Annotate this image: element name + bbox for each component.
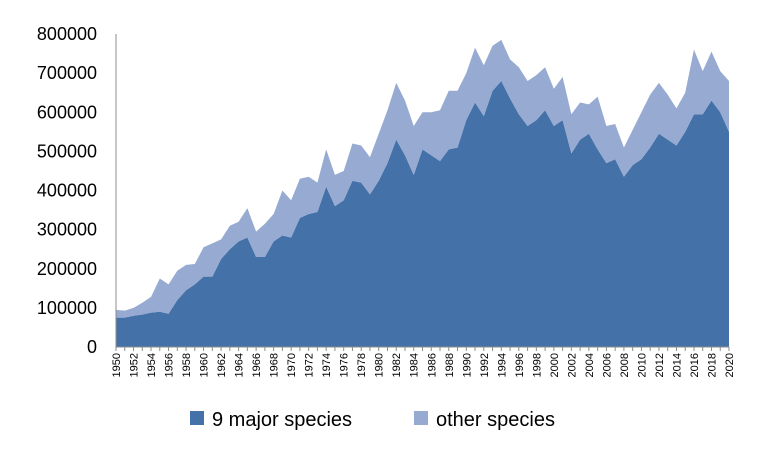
x-tick-label: 1990 [461,353,473,377]
x-tick-label: 1980 [374,353,386,377]
y-tick-label: 300000 [37,220,97,240]
y-tick-label: 600000 [37,102,97,122]
y-tick-label: 200000 [37,259,97,279]
x-tick-label: 1964 [234,353,246,377]
legend-label: other species [436,409,555,431]
x-tick-label: 2000 [549,353,561,377]
x-tick-label: 2014 [671,353,683,377]
x-tick-label: 1996 [514,353,526,377]
x-tick-label: 1960 [199,353,211,377]
legend: 9 major species other species [190,409,555,431]
y-tick-label: 400000 [37,181,97,201]
area-series-1 [116,80,729,347]
x-tick-label: 1994 [496,353,508,377]
x-tick-label: 1972 [304,353,316,377]
area-series-2 [116,39,729,318]
x-tick-label: 1982 [391,353,403,377]
x-tick-label: 1952 [129,353,141,377]
x-tick-label: 1962 [216,353,228,377]
x-tick-label: 1950 [111,353,123,377]
x-tick-label: 1956 [164,353,176,377]
x-tick-label: 2002 [566,353,578,377]
y-tick-label: 800000 [37,24,97,44]
x-tick-label: 1998 [531,353,543,377]
plot-areas [116,39,729,347]
x-tick-label: 1986 [426,353,438,377]
x-tick-label: 1984 [409,353,421,377]
x-tick-label: 1978 [356,353,368,377]
x-tick-label: 1966 [251,353,263,377]
x-tick-label: 2004 [584,353,596,377]
x-tick-label: 1974 [321,353,333,377]
y-tick-label: 0 [87,337,97,357]
x-tick-label: 2012 [654,353,666,377]
y-axis-ticks: 0 100000 200000 300000 400000 500000 600000 700… [37,24,97,357]
x-tick-label: 2016 [689,353,701,377]
x-tick-label: 1988 [444,353,456,377]
y-tick-label: 700000 [37,63,97,83]
x-tick-label: 1968 [269,353,281,377]
x-tick-label: 2020 [724,353,736,377]
x-tick-label: 2010 [636,353,648,377]
legend-swatch [190,411,204,425]
x-tick-label: 1970 [286,353,298,377]
y-tick-label: 500000 [37,141,97,161]
x-tick-label: 2006 [601,353,613,377]
x-tick-label: 1976 [339,353,351,377]
x-tick-label: 1958 [181,353,193,377]
legend-label: 9 major species [212,409,352,431]
y-tick-label: 100000 [37,298,97,318]
x-tick-label: 1954 [146,353,158,377]
legend-swatch [414,411,428,425]
x-tick-label: 2018 [706,353,718,377]
x-tick-label: 2008 [619,353,631,377]
x-tick-label: 1992 [479,353,491,377]
x-axis-ticks: 1950 1952 1954 1956 1958 1960 1962 1964 1966 1968… [111,347,736,377]
